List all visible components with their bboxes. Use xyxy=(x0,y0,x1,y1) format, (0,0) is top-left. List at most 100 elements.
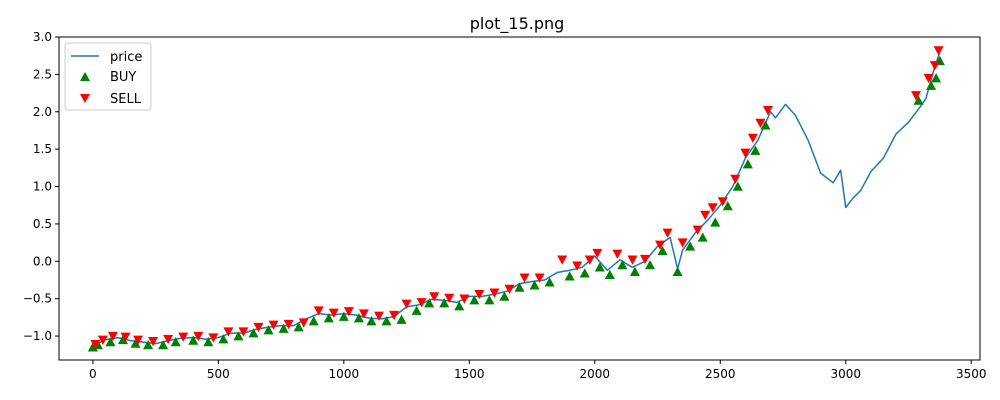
sell-marker xyxy=(572,261,583,271)
sell-marker xyxy=(700,210,711,220)
sell-marker xyxy=(223,327,234,337)
y-axis: −1.0 −0.5 0.0 0.5 1.0 1.5 2.0 2.5 3.0 xyxy=(23,30,59,343)
sell-marker xyxy=(929,61,940,71)
sell-marker xyxy=(97,335,108,345)
sell-marker xyxy=(459,294,470,304)
buy-marker xyxy=(760,120,771,130)
sell-marker xyxy=(933,46,944,56)
buy-marker xyxy=(323,313,334,323)
buy-marker xyxy=(594,262,605,272)
sell-marker xyxy=(677,238,688,248)
buy-marker xyxy=(381,316,392,326)
y-tick-label: 0.5 xyxy=(33,217,52,231)
buy-marker xyxy=(143,340,154,350)
buy-marker xyxy=(293,322,304,332)
x-tick-label: 2000 xyxy=(580,367,611,381)
legend-box xyxy=(64,42,152,111)
buy-marker xyxy=(278,323,289,333)
buy-marker xyxy=(158,340,169,350)
sell-marker xyxy=(429,292,440,302)
legend-buy-label: BUY xyxy=(110,70,136,85)
buy-marker xyxy=(657,245,668,256)
buy-marker xyxy=(170,337,181,347)
buy-marker xyxy=(469,295,480,305)
sell-marker xyxy=(911,91,922,101)
y-tick-label: 1.0 xyxy=(33,180,52,194)
sell-marker xyxy=(707,203,718,213)
sell-marker xyxy=(474,289,485,300)
buy-marker xyxy=(672,266,683,277)
y-tick-label: 0.0 xyxy=(33,254,52,268)
buy-marker xyxy=(564,271,575,281)
x-tick-label: 500 xyxy=(207,367,230,381)
sell-marker xyxy=(762,106,773,116)
x-tick-label: 3000 xyxy=(830,367,861,381)
sell-marker xyxy=(755,118,766,128)
sell-marker xyxy=(740,148,751,158)
buy-marker xyxy=(926,80,937,90)
buy-marker xyxy=(308,316,319,326)
x-tick-label: 3500 xyxy=(956,367,987,381)
legend-sell-label: SELL xyxy=(110,92,142,107)
legend: price BUY SELL xyxy=(64,42,152,111)
sell-marker xyxy=(444,293,455,303)
buy-marker xyxy=(742,159,753,169)
buy-marker xyxy=(188,335,199,345)
y-tick-label: −0.5 xyxy=(23,292,52,306)
sell-marker xyxy=(489,288,500,298)
buy-marker xyxy=(629,266,640,277)
sell-marker xyxy=(343,307,354,317)
plot-area xyxy=(87,46,945,352)
sell-marker xyxy=(557,255,568,265)
buy-marker xyxy=(248,328,259,338)
sell-marker xyxy=(639,254,650,265)
buy-markers xyxy=(87,55,945,352)
buy-marker xyxy=(484,295,495,305)
sell-marker xyxy=(328,308,339,318)
y-tick-label: 2.0 xyxy=(33,105,52,119)
buy-marker xyxy=(514,282,525,292)
x-axis: 0 500 1000 1500 2000 2500 3000 3500 xyxy=(89,360,986,381)
buy-marker xyxy=(750,145,761,155)
sell-marker xyxy=(253,322,264,333)
sell-marker xyxy=(178,332,189,342)
sell-marker xyxy=(655,240,666,250)
sell-marker xyxy=(627,255,638,265)
sell-marker xyxy=(612,249,623,259)
x-tick-label: 1000 xyxy=(329,367,360,381)
buy-marker xyxy=(424,298,435,308)
buy-marker xyxy=(454,301,465,311)
legend-buy-swatch xyxy=(80,72,90,81)
buy-marker xyxy=(697,232,708,242)
sell-marker xyxy=(373,311,384,321)
sell-marker xyxy=(268,320,279,330)
sell-marker xyxy=(133,335,144,345)
buy-marker xyxy=(263,325,274,335)
y-tick-label: 2.5 xyxy=(33,67,52,81)
y-tick-label: 3.0 xyxy=(33,30,52,44)
sell-marker xyxy=(504,284,515,294)
sell-marker xyxy=(747,133,758,143)
buy-marker xyxy=(732,181,743,191)
buy-marker xyxy=(544,277,555,287)
buy-marker xyxy=(604,269,615,280)
sell-marker xyxy=(208,333,219,343)
buy-marker xyxy=(411,305,422,315)
sell-marker xyxy=(358,309,369,319)
x-tick-label: 1500 xyxy=(454,367,485,381)
sell-marker xyxy=(717,197,728,207)
price-line xyxy=(92,51,941,347)
sell-marker xyxy=(534,273,545,283)
y-tick-label: −1.0 xyxy=(23,329,52,343)
buy-marker xyxy=(366,316,377,326)
sell-marker xyxy=(662,228,673,238)
buy-marker xyxy=(685,241,696,251)
buy-marker xyxy=(353,313,364,323)
buy-marker xyxy=(338,311,349,321)
buy-marker xyxy=(710,217,721,227)
sell-marker xyxy=(283,319,294,330)
sell-marker xyxy=(389,310,400,321)
buy-marker xyxy=(644,260,655,270)
buy-marker xyxy=(529,280,540,290)
